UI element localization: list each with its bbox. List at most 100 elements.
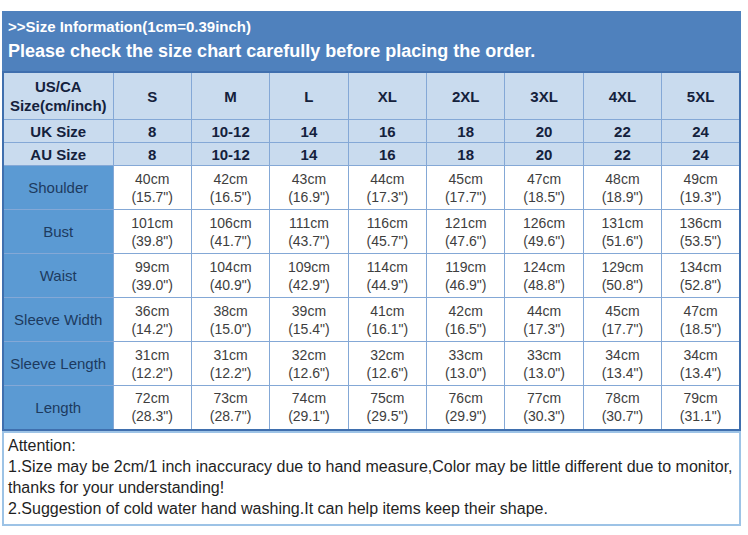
size-column-header: 3XL: [505, 72, 583, 120]
measurement-value-cell: 129cm(50.8"): [583, 254, 661, 298]
corner-header-cell: US/CA Size(cm/inch): [3, 72, 113, 120]
measurement-value-cell: 45cm(17.7"): [583, 298, 661, 342]
value-cm: 49cm: [662, 170, 739, 188]
measurement-rows: Shoulder40cm(15.7")42cm(16.5")43cm(16.9"…: [3, 166, 740, 430]
value-cm: 44cm: [505, 302, 582, 320]
measurement-value-cell: 121cm(47.6"): [427, 210, 505, 254]
value-inch: (15.4"): [270, 320, 347, 338]
measurement-row: Length72cm(28.3")73cm(28.7")74cm(29.1")7…: [3, 386, 740, 430]
value-cm: 101cm: [114, 214, 191, 232]
banner: >>Size Information(1cm=0.39inch) Please …: [2, 11, 741, 71]
measurement-value-cell: 76cm(29.9"): [427, 386, 505, 430]
value-cm: 104cm: [192, 258, 269, 276]
value-cm: 42cm: [427, 302, 504, 320]
measurement-value-cell: 99cm(39.0"): [113, 254, 191, 298]
value-inch: (13.0"): [505, 364, 582, 382]
measurement-value-cell: 116cm(45.7"): [348, 210, 426, 254]
value-inch: (17.7"): [427, 188, 504, 206]
value-inch: (12.2"): [114, 364, 191, 382]
measurement-value-cell: 45cm(17.7"): [427, 166, 505, 210]
value-inch: (16.5"): [192, 188, 269, 206]
uk-size-value: 16: [348, 120, 426, 143]
value-cm: 47cm: [505, 170, 582, 188]
size-chart-page: >>Size Information(1cm=0.39inch) Please …: [0, 0, 748, 526]
uk-size-value: 22: [583, 120, 661, 143]
value-cm: 44cm: [349, 170, 426, 188]
value-inch: (16.5"): [427, 320, 504, 338]
value-inch: (17.3"): [505, 320, 582, 338]
value-cm: 43cm: [270, 170, 347, 188]
value-cm: 36cm: [114, 302, 191, 320]
measurement-value-cell: 42cm(16.5"): [427, 298, 505, 342]
measurement-value-cell: 75cm(29.5"): [348, 386, 426, 430]
uk-size-row: UK Size 8 10-12 14 16 18 20 22 24: [3, 120, 740, 143]
value-cm: 31cm: [114, 346, 191, 364]
size-column-header: 2XL: [427, 72, 505, 120]
attention-box: Attention: 1.Size may be 2cm/1 inch inac…: [2, 431, 741, 526]
value-inch: (12.2"): [192, 364, 269, 382]
value-cm: 121cm: [427, 214, 504, 232]
value-inch: (15.7"): [114, 188, 191, 206]
value-inch: (15.0"): [192, 320, 269, 338]
attention-note-1: 1.Size may be 2cm/1 inch inaccuracy due …: [8, 456, 734, 498]
measurement-value-cell: 114cm(44.9"): [348, 254, 426, 298]
value-inch: (16.1"): [349, 320, 426, 338]
value-inch: (29.9"): [427, 407, 504, 425]
measurement-row: Bust101cm(39.8")106cm(41.7")111cm(43.7")…: [3, 210, 740, 254]
measurement-value-cell: 42cm(16.5"): [191, 166, 269, 210]
measurement-value-cell: 119cm(46.9"): [427, 254, 505, 298]
value-inch: (39.8"): [114, 232, 191, 250]
value-inch: (44.9"): [349, 276, 426, 294]
measurement-label: Length: [3, 386, 113, 430]
uk-size-value: 20: [505, 120, 583, 143]
banner-subtitle: Please check the size chart carefully be…: [8, 41, 733, 62]
uk-size-value: 10-12: [191, 120, 269, 143]
size-column-header: XL: [348, 72, 426, 120]
measurement-value-cell: 48cm(18.9"): [583, 166, 661, 210]
measurement-value-cell: 47cm(18.5"): [505, 166, 583, 210]
value-cm: 33cm: [427, 346, 504, 364]
measurement-value-cell: 33cm(13.0"): [505, 342, 583, 386]
value-cm: 32cm: [349, 346, 426, 364]
value-cm: 45cm: [427, 170, 504, 188]
value-cm: 75cm: [349, 389, 426, 407]
measurement-value-cell: 44cm(17.3"): [348, 166, 426, 210]
value-cm: 42cm: [192, 170, 269, 188]
measurement-value-cell: 31cm(12.2"): [191, 342, 269, 386]
value-inch: (40.9"): [192, 276, 269, 294]
value-cm: 38cm: [192, 302, 269, 320]
measurement-value-cell: 43cm(16.9"): [270, 166, 348, 210]
measurement-value-cell: 134cm(52.8"): [662, 254, 740, 298]
value-inch: (28.3"): [114, 407, 191, 425]
value-inch: (47.6"): [427, 232, 504, 250]
measurement-label: Sleeve Length: [3, 342, 113, 386]
value-inch: (18.5"): [662, 320, 739, 338]
value-inch: (13.4"): [662, 364, 739, 382]
value-inch: (53.5"): [662, 232, 739, 250]
attention-note-2: 2.Suggestion of cold water hand washing.…: [8, 498, 734, 519]
au-size-value: 18: [427, 143, 505, 166]
value-inch: (45.7"): [349, 232, 426, 250]
banner-title: >>Size Information(1cm=0.39inch): [8, 18, 733, 35]
value-cm: 76cm: [427, 389, 504, 407]
value-cm: 74cm: [270, 389, 347, 407]
value-inch: (13.4"): [584, 364, 661, 382]
au-size-value: 16: [348, 143, 426, 166]
value-cm: 131cm: [584, 214, 661, 232]
measurement-value-cell: 77cm(30.3"): [505, 386, 583, 430]
measurement-value-cell: 34cm(13.4"): [662, 342, 740, 386]
value-cm: 32cm: [270, 346, 347, 364]
value-inch: (29.1"): [270, 407, 347, 425]
measurement-value-cell: 74cm(29.1"): [270, 386, 348, 430]
value-inch: (17.7"): [584, 320, 661, 338]
value-inch: (30.3"): [505, 407, 582, 425]
value-cm: 79cm: [662, 389, 739, 407]
measurement-label: Waist: [3, 254, 113, 298]
value-cm: 40cm: [114, 170, 191, 188]
corner-header-line1: US/CA: [4, 77, 113, 96]
measurement-label: Bust: [3, 210, 113, 254]
value-cm: 134cm: [662, 258, 739, 276]
measurement-value-cell: 72cm(28.3"): [113, 386, 191, 430]
value-cm: 106cm: [192, 214, 269, 232]
value-cm: 124cm: [505, 258, 582, 276]
